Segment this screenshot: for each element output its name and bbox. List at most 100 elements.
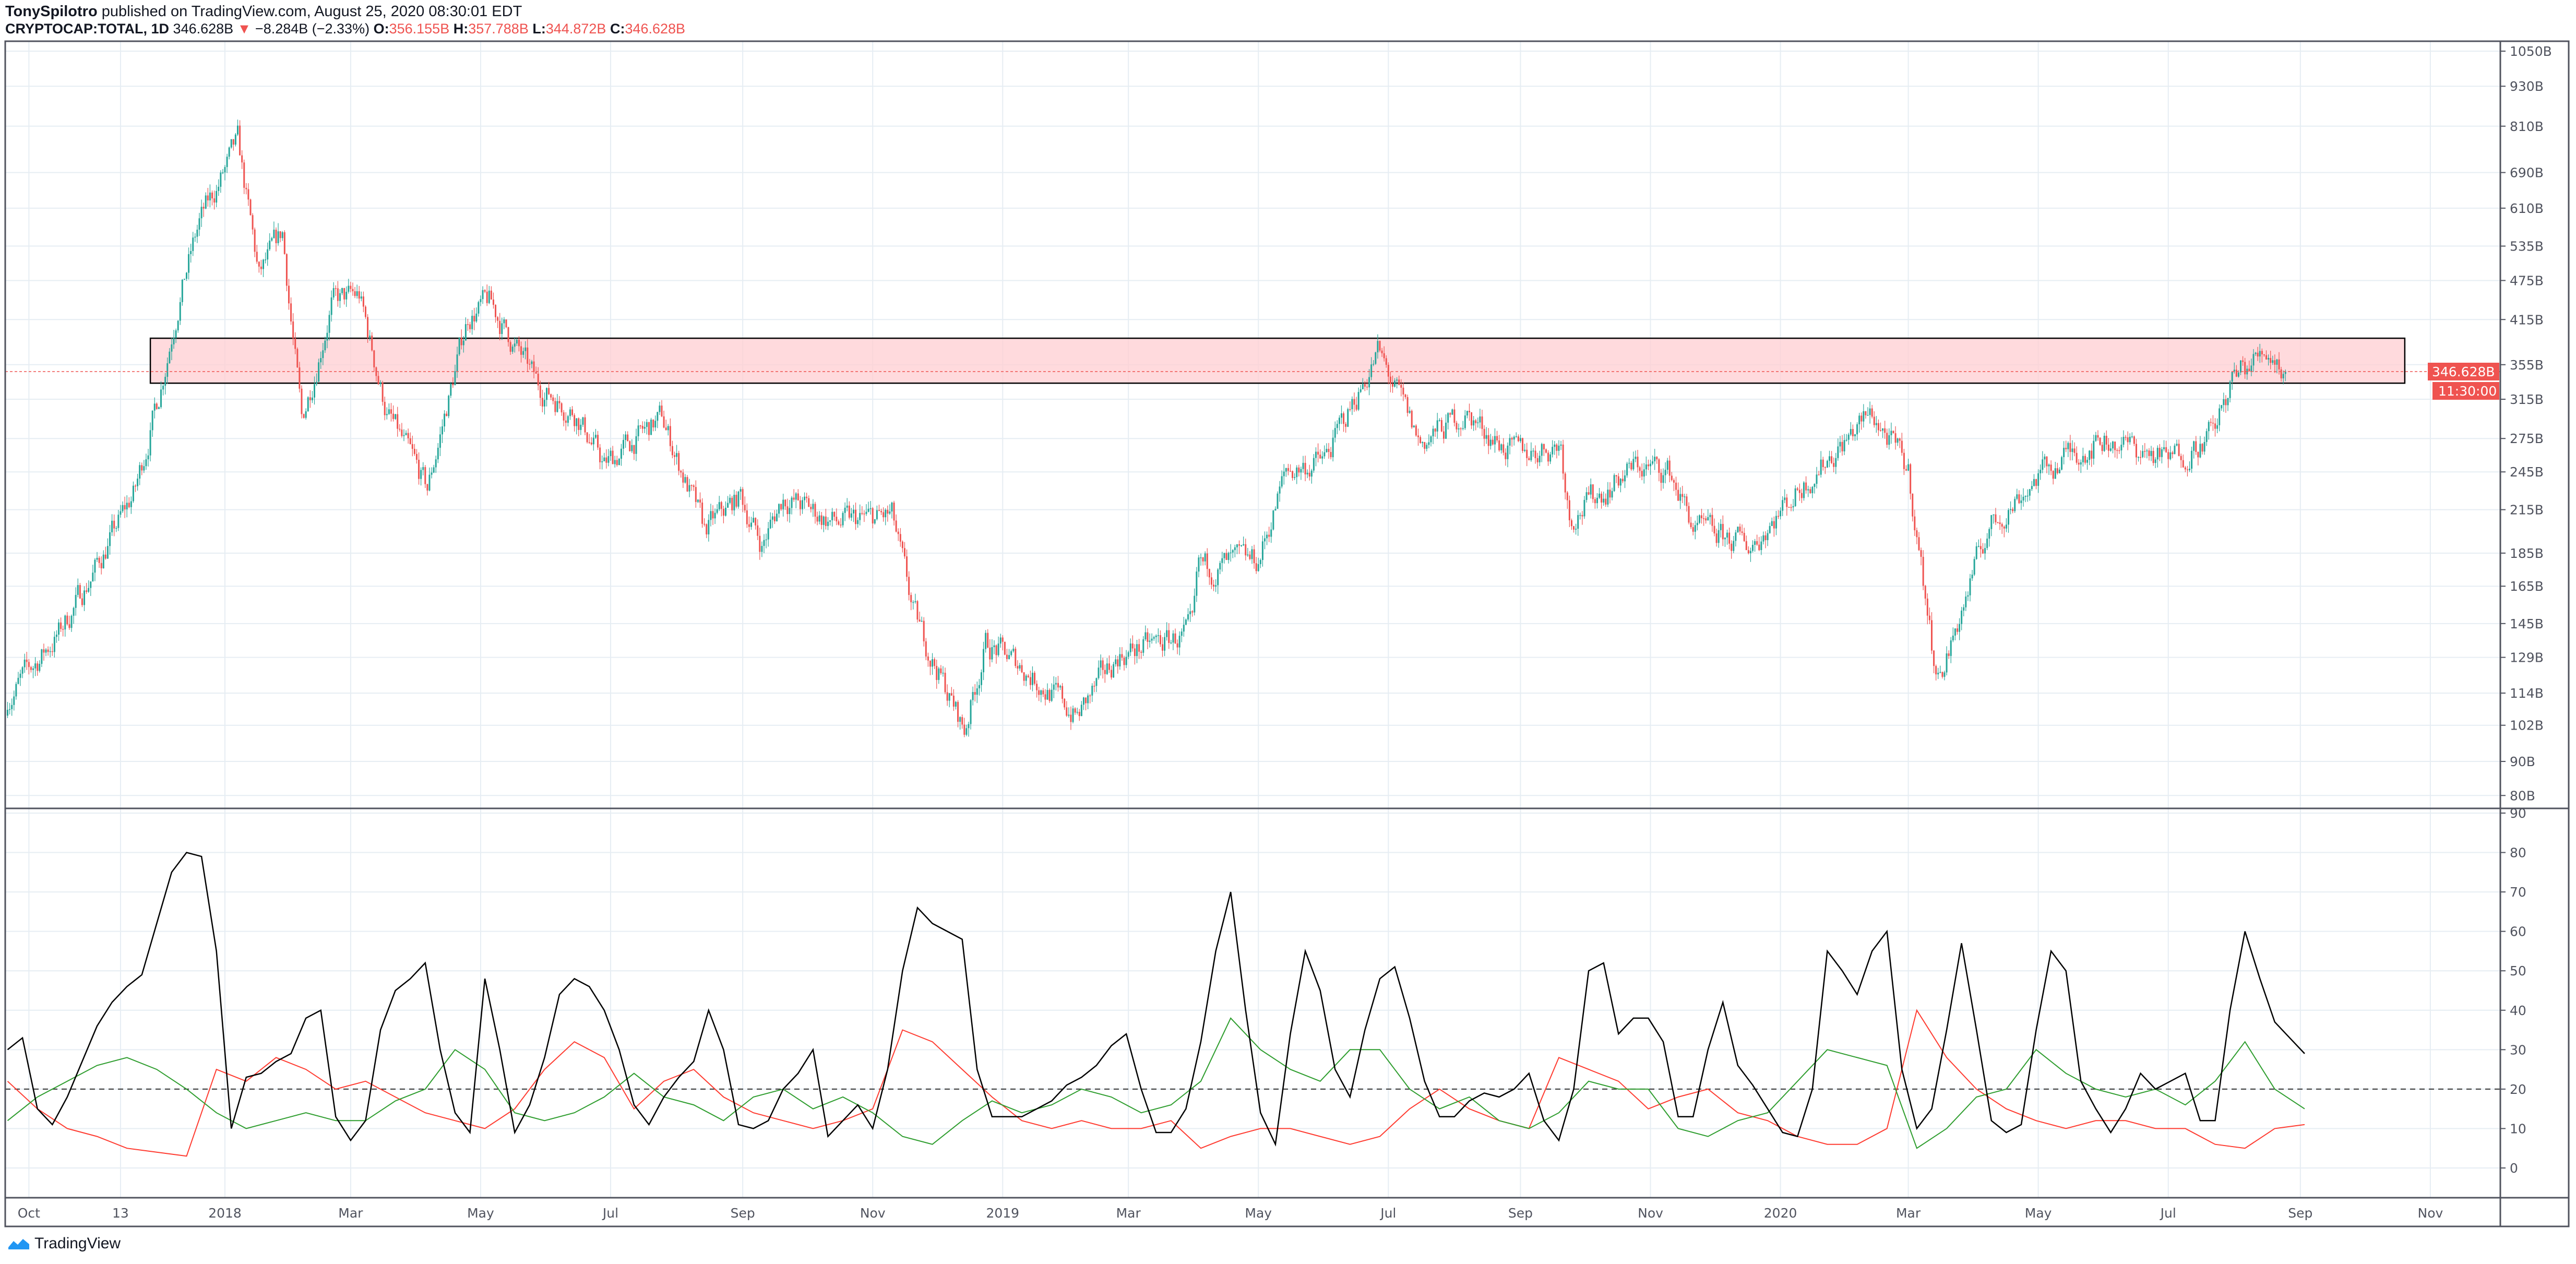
candle-body [1451,409,1453,415]
candle-body [224,167,226,173]
candle-body [1837,446,1839,458]
candle-body [17,677,19,684]
x-tick-label: May [467,1206,494,1221]
axis-ticks[interactable]: Oct 13 2018 Mar May Jul Sep Nov 2019 Mar May Jul Sep… [18,44,2552,1221]
candle-body [169,351,171,364]
candle-body [1373,364,1375,365]
candle-body [305,411,307,418]
candle-body [467,324,469,325]
candle-body [384,401,386,415]
candle-body [1370,364,1373,377]
candle-body [786,506,789,515]
candle-body [784,499,786,507]
candle-body [1562,444,1564,474]
candle-body [1038,690,1040,695]
candle-body [183,279,185,280]
candle-body [661,406,663,416]
candle-body [1217,569,1219,586]
candle-body [1511,438,1513,440]
candle-body [381,383,384,402]
author-name[interactable]: TonySpilotro [5,3,98,20]
candle-body [162,386,164,390]
candle-body [147,455,149,460]
candle-body [1255,563,1257,571]
indicator-tick-label: 50 [2510,963,2526,979]
candle-body [812,504,814,509]
candle-body [2235,369,2237,377]
low-label: L: [532,21,546,37]
candle-body [1852,429,1854,436]
resistance-zone[interactable] [149,337,2406,384]
candle-body [2118,450,2120,451]
candle-body [1151,638,1153,641]
candle-body [1703,518,1705,519]
candle-body [2099,437,2101,445]
candle-body [1466,411,1468,416]
candle-body [1134,648,1136,657]
candle-body [7,710,9,716]
candle-body [328,315,330,333]
candle-body [290,303,292,321]
candle-body [695,487,697,502]
candle-body [848,505,850,518]
candle-body [1701,515,1703,518]
candle-body [1965,597,1967,607]
candle-body [1835,458,1837,467]
candle-body [2142,451,2144,457]
candle-body [81,598,83,605]
candle-body [1617,476,1619,486]
candle-body [518,340,520,347]
candle-body [2069,443,2071,452]
candle-body [2237,372,2239,377]
y-tick-label: 185B [2510,546,2544,561]
candle-body [1796,488,1798,490]
candle-body [2195,441,2197,452]
candle-body [294,338,296,349]
candle-body [373,350,375,367]
candle-body [1724,538,1726,540]
candle-body [1162,644,1164,651]
candle-body [1025,675,1027,681]
indicator-tick-label: 70 [2510,885,2526,900]
candle-body [431,472,433,475]
y-tick-label: 535B [2510,239,2544,254]
candle-body [2255,352,2257,354]
candle-body [2178,444,2180,456]
candle-body [618,459,620,466]
candle-body [1861,415,1863,422]
candle-body [1509,438,1511,446]
candle-body [1888,435,1890,445]
candle-body [1769,526,1771,533]
candle-body [703,523,706,525]
candle-body [1285,468,1287,472]
candle-body [690,485,693,486]
candle-body [1847,434,1850,440]
candle-body [901,541,903,548]
footer-brand[interactable]: TradingView [7,1235,121,1253]
x-tick-label: Jul [602,1206,618,1221]
candle-body [1575,529,1577,530]
candle-body [1400,385,1402,388]
candle-body [1413,425,1415,427]
candle-body [188,254,190,273]
candle-body [1253,549,1255,564]
candle-body [1153,637,1155,639]
candle-body [531,361,533,364]
x-tick-label: Sep [1508,1206,1533,1221]
candle-body [1677,490,1679,501]
zone-rectangle[interactable] [149,337,2406,384]
candle-body [1930,620,1933,651]
candle-body [533,361,535,372]
candle-body [2163,447,2165,449]
candle-body [128,503,130,507]
candle-body [220,172,222,187]
candle-body [714,512,716,519]
candle-body [437,447,439,460]
candle-body [1100,660,1102,668]
candle-body [1971,575,1973,579]
candle-body [925,641,927,657]
symbol-name[interactable]: CRYPTOCAP:TOTAL, 1D [5,21,170,37]
candle-body [115,528,117,529]
candle-body [1238,544,1241,546]
